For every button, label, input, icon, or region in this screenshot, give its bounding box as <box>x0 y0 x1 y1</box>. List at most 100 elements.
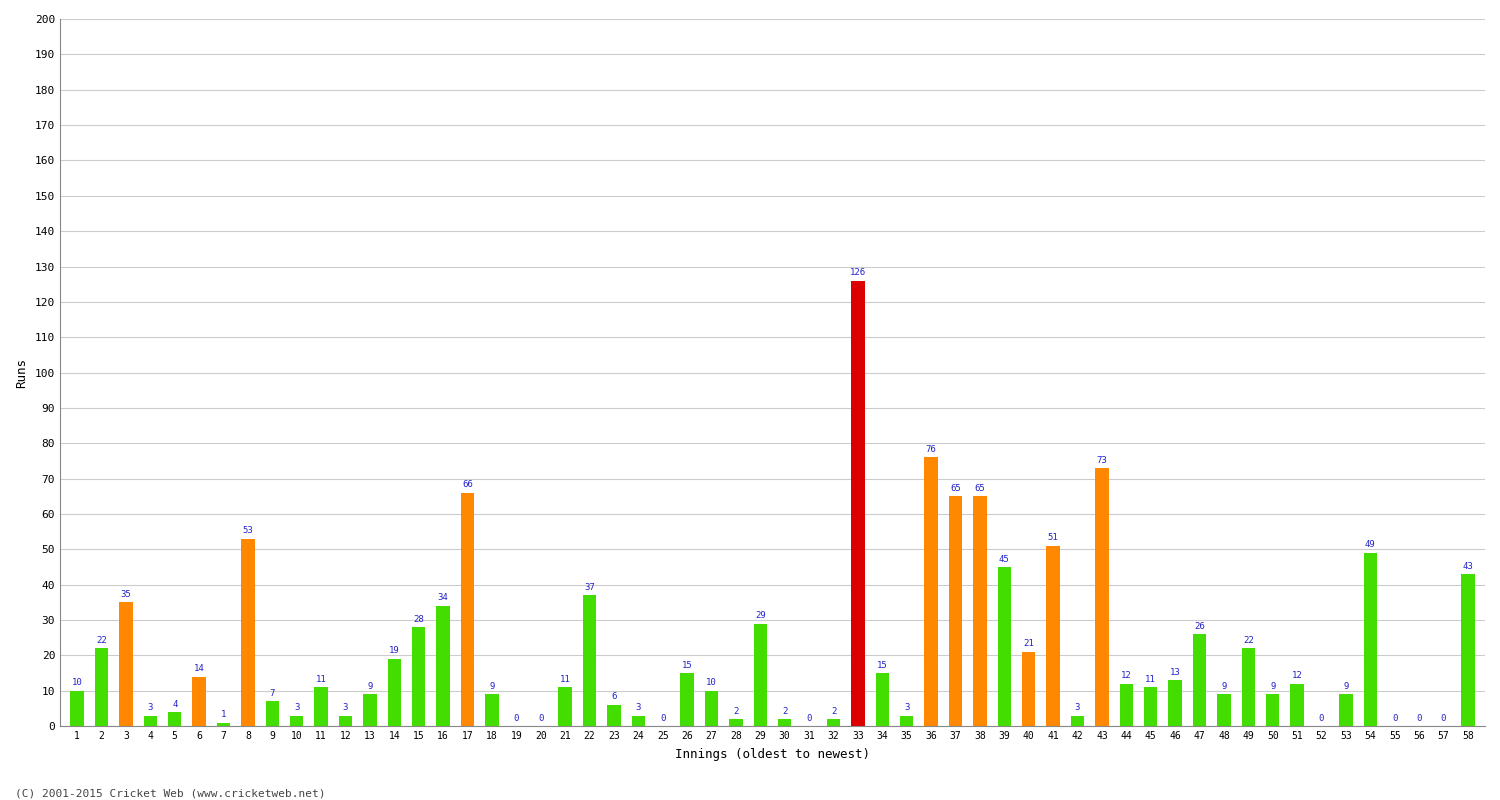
Bar <box>753 624 766 726</box>
Text: 10: 10 <box>706 678 717 687</box>
Bar <box>632 715 645 726</box>
Text: 73: 73 <box>1096 455 1107 465</box>
Bar <box>387 659 400 726</box>
Text: 0: 0 <box>1392 714 1398 722</box>
Text: 126: 126 <box>850 268 865 277</box>
Text: 1: 1 <box>220 710 226 719</box>
Bar <box>681 673 694 726</box>
Text: 15: 15 <box>878 661 888 670</box>
Bar <box>436 606 450 726</box>
Text: 3: 3 <box>1076 703 1080 712</box>
Text: 0: 0 <box>1318 714 1324 722</box>
Text: 65: 65 <box>950 484 962 493</box>
Text: 12: 12 <box>1292 671 1302 680</box>
Bar <box>558 687 572 726</box>
Text: 21: 21 <box>1023 639 1034 649</box>
Bar <box>924 458 938 726</box>
Text: 51: 51 <box>1047 534 1059 542</box>
Text: 0: 0 <box>660 714 666 722</box>
Text: 26: 26 <box>1194 622 1204 630</box>
Bar <box>315 687 328 726</box>
Bar <box>266 702 279 726</box>
Text: 11: 11 <box>560 674 570 684</box>
Text: 2: 2 <box>831 706 836 715</box>
Bar <box>1022 652 1035 726</box>
Text: 13: 13 <box>1170 668 1180 677</box>
Bar <box>413 627 426 726</box>
Bar <box>1290 684 1304 726</box>
Text: 9: 9 <box>489 682 495 691</box>
Text: 0: 0 <box>1416 714 1422 722</box>
Bar <box>1168 680 1182 726</box>
Bar <box>729 719 742 726</box>
Text: 11: 11 <box>316 674 327 684</box>
Bar <box>608 705 621 726</box>
Text: (C) 2001-2015 Cricket Web (www.cricketweb.net): (C) 2001-2015 Cricket Web (www.cricketwe… <box>15 788 326 798</box>
Bar <box>1216 694 1230 726</box>
Text: 9: 9 <box>1221 682 1227 691</box>
Text: 28: 28 <box>414 614 424 624</box>
Text: 6: 6 <box>610 693 616 702</box>
Bar <box>192 677 206 726</box>
Bar <box>950 496 962 726</box>
Text: 9: 9 <box>1270 682 1275 691</box>
Bar <box>242 538 255 726</box>
Text: 37: 37 <box>584 583 596 592</box>
Text: 0: 0 <box>1442 714 1446 722</box>
Bar <box>363 694 376 726</box>
Text: 4: 4 <box>172 699 177 709</box>
Bar <box>876 673 890 726</box>
Bar <box>1119 684 1132 726</box>
Bar <box>1461 574 1474 726</box>
Bar <box>144 715 158 726</box>
Text: 2: 2 <box>734 706 738 715</box>
Text: 14: 14 <box>194 664 204 673</box>
Bar <box>900 715 914 726</box>
Bar <box>339 715 352 726</box>
Text: 11: 11 <box>1146 674 1156 684</box>
Text: 35: 35 <box>120 590 132 599</box>
Bar <box>1192 634 1206 726</box>
Bar <box>998 567 1011 726</box>
Bar <box>827 719 840 726</box>
Text: 19: 19 <box>388 646 399 655</box>
Text: 22: 22 <box>96 636 106 645</box>
Text: 0: 0 <box>538 714 543 722</box>
Text: 7: 7 <box>270 689 274 698</box>
Text: 76: 76 <box>926 445 936 454</box>
Bar <box>168 712 182 726</box>
Text: 43: 43 <box>1462 562 1473 570</box>
Bar <box>1071 715 1084 726</box>
Bar <box>1266 694 1280 726</box>
Bar <box>1340 694 1353 726</box>
Text: 45: 45 <box>999 554 1010 563</box>
Text: 12: 12 <box>1120 671 1131 680</box>
Text: 10: 10 <box>72 678 82 687</box>
Text: 65: 65 <box>975 484 986 493</box>
Bar <box>584 595 596 726</box>
Bar <box>70 691 84 726</box>
Text: 15: 15 <box>682 661 693 670</box>
Bar <box>705 691 718 726</box>
Text: 49: 49 <box>1365 540 1376 550</box>
Text: 3: 3 <box>294 703 300 712</box>
Bar <box>1095 468 1108 726</box>
Text: 2: 2 <box>782 706 788 715</box>
Bar <box>460 493 474 726</box>
Text: 0: 0 <box>807 714 812 722</box>
Bar <box>118 602 132 726</box>
Bar <box>850 281 864 726</box>
Bar <box>484 694 498 726</box>
Bar <box>217 722 229 726</box>
Bar <box>1242 649 1256 726</box>
Bar <box>94 649 108 726</box>
Bar <box>974 496 987 726</box>
Bar <box>1144 687 1158 726</box>
Bar <box>778 719 792 726</box>
Bar <box>1047 546 1060 726</box>
Text: 66: 66 <box>462 480 472 490</box>
Text: 53: 53 <box>243 526 254 535</box>
Text: 0: 0 <box>513 714 519 722</box>
Text: 3: 3 <box>904 703 909 712</box>
Text: 22: 22 <box>1244 636 1254 645</box>
